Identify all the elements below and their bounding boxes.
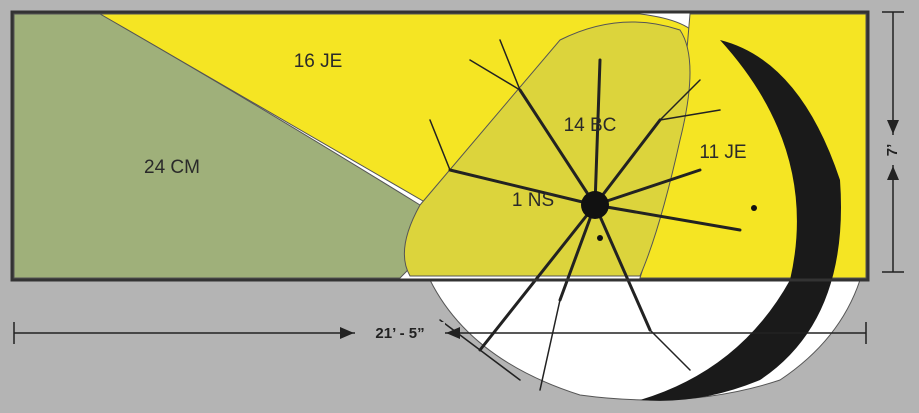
width-dimension: 21’ - 5” [13,322,867,344]
bed-label: 1 NS [512,190,554,211]
bed-14bc [403,21,691,277]
bed-label: 14 BC [564,115,617,136]
bed-label: 24 CM [144,157,200,178]
width-label: 21’ - 5” [375,325,424,342]
bed-outline [10,10,870,282]
height-label: 7’ [884,144,901,157]
bed-label: 11 JE [699,142,746,163]
height-dimension: 7’ [882,11,904,273]
bed-label: 16 JE [294,51,343,72]
shadow-crescent [640,40,841,401]
